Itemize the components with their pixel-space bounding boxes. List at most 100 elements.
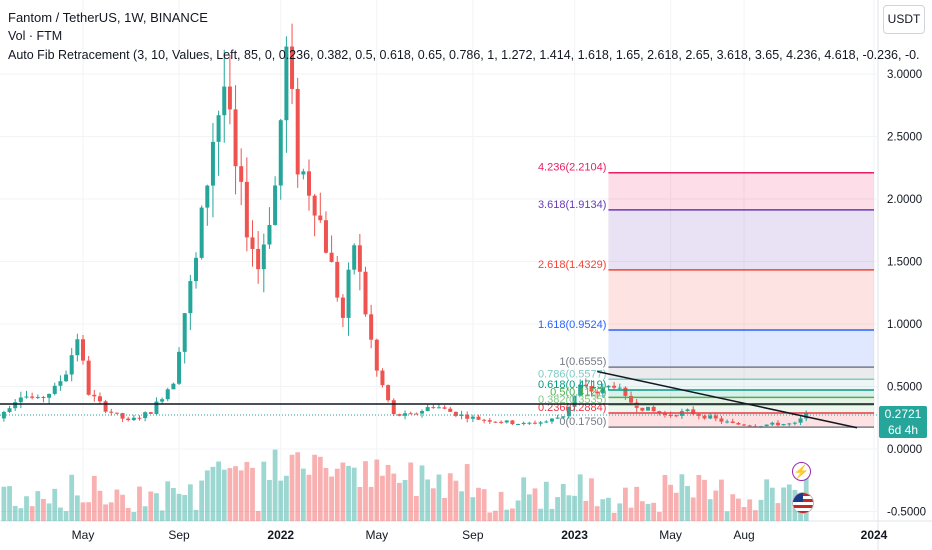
fib-zone [608, 269, 874, 330]
volume-bar [142, 506, 148, 521]
candle-body [493, 421, 498, 423]
time-axis[interactable]: May Sep 2022 May Sep 2023 May Aug 2024 [72, 528, 888, 542]
candle-body [775, 422, 780, 426]
candle-body [154, 401, 159, 414]
candle-body [165, 389, 170, 400]
volume-bar [340, 462, 346, 521]
fib-zone [608, 390, 874, 398]
candle-body [691, 409, 696, 415]
candle-body [781, 424, 786, 426]
time-tick-label: Aug [733, 528, 754, 542]
volume-bar [526, 494, 532, 521]
lightning-icon[interactable]: ⚡ [792, 462, 811, 481]
candle-body [770, 422, 775, 425]
fib-level-label: 0(0.1750) [559, 416, 606, 428]
fib-zone [608, 172, 874, 210]
indicator-legend[interactable]: Auto Fib Retracement (3, 10, Values, Lef… [8, 48, 920, 62]
volume-bar [329, 476, 334, 521]
candle-body [256, 248, 261, 270]
volume-bar [114, 489, 120, 521]
fib-zone [608, 367, 874, 380]
candle-body [148, 412, 153, 414]
volume-bar [295, 452, 301, 521]
candle-body [685, 409, 690, 412]
volume-bar [600, 499, 606, 521]
volume-bar [221, 469, 227, 521]
candle-body [374, 339, 379, 371]
candle-body [742, 424, 747, 426]
volume-bar [408, 462, 414, 521]
volume-bar [402, 480, 408, 521]
currency-button[interactable]: USDT [883, 5, 925, 34]
candle-body [544, 421, 549, 423]
fib-level-label: 1.618(0.9524) [538, 319, 607, 331]
candle-body [578, 384, 583, 396]
price-tick-label: 2.5000 [887, 132, 922, 144]
volume-bar [549, 508, 555, 521]
fib-zones [608, 172, 874, 428]
candle-body [555, 417, 560, 419]
time-tick-label: 2023 [561, 528, 588, 542]
volume-bar [775, 503, 781, 521]
candle-body [476, 416, 481, 420]
candle-body [41, 396, 46, 398]
volume-bar [685, 486, 690, 521]
time-tick-label: Sep [168, 528, 190, 542]
volume-bar [1, 486, 7, 521]
fib-zone [608, 397, 874, 405]
volume-bar [74, 495, 80, 521]
candle-body [420, 411, 424, 414]
volume-bar [91, 475, 97, 521]
volume-bar [543, 481, 549, 521]
price-axis[interactable]: -0.5000 0.0000 0.5000 1.0000 1.5000 2.0000 2.5… [887, 69, 926, 519]
candle-body [646, 406, 650, 411]
candle-body [516, 423, 521, 425]
volume-bar [374, 459, 380, 521]
volume-bar [199, 480, 205, 521]
candle-body [7, 408, 12, 412]
candle-body [312, 195, 317, 216]
symbol-title[interactable]: Fantom / TetherUS, 1W, BINANCE [8, 10, 208, 25]
candle-body [58, 381, 63, 386]
volume-bar [244, 461, 250, 521]
volume-bar [63, 511, 69, 521]
candle-body [340, 297, 345, 318]
volume-bar [204, 470, 210, 521]
volume-bar [634, 486, 640, 521]
candle-body [199, 207, 204, 258]
candle-body [702, 415, 707, 419]
volume-bar [171, 488, 176, 521]
volume-bar [18, 508, 24, 521]
price-tick-label: -0.5000 [887, 507, 926, 519]
volume-bar [385, 464, 391, 521]
volume-bar [538, 508, 544, 521]
volume-legend[interactable]: Vol · FTM [8, 29, 63, 43]
candle-body [487, 420, 492, 422]
candle-body [465, 414, 470, 419]
candle-body [86, 360, 91, 395]
candle-body [290, 46, 295, 89]
price-tick-label: 1.5000 [887, 257, 922, 269]
volume-bar [690, 497, 696, 521]
candle-body [623, 387, 628, 396]
candle-body [352, 245, 357, 270]
candle-body [730, 421, 735, 423]
volume-bar [747, 499, 753, 521]
volume-bar [515, 500, 521, 521]
candle-body [307, 171, 311, 196]
fib-level-label: 0.786(0.5577) [538, 368, 607, 380]
candle-body [521, 422, 526, 424]
volume-bar [442, 497, 447, 521]
volume-bar [481, 489, 487, 521]
volume-bar [504, 509, 510, 521]
candle-body [30, 396, 35, 398]
us-flag-icon[interactable] [792, 492, 814, 514]
candle-body [566, 406, 571, 417]
candle-body [233, 109, 238, 167]
fib-level-label: 0.618(0.4719) [538, 379, 607, 391]
candle-body [747, 425, 752, 427]
fib-zone [608, 379, 874, 391]
volume-bar [176, 493, 182, 521]
